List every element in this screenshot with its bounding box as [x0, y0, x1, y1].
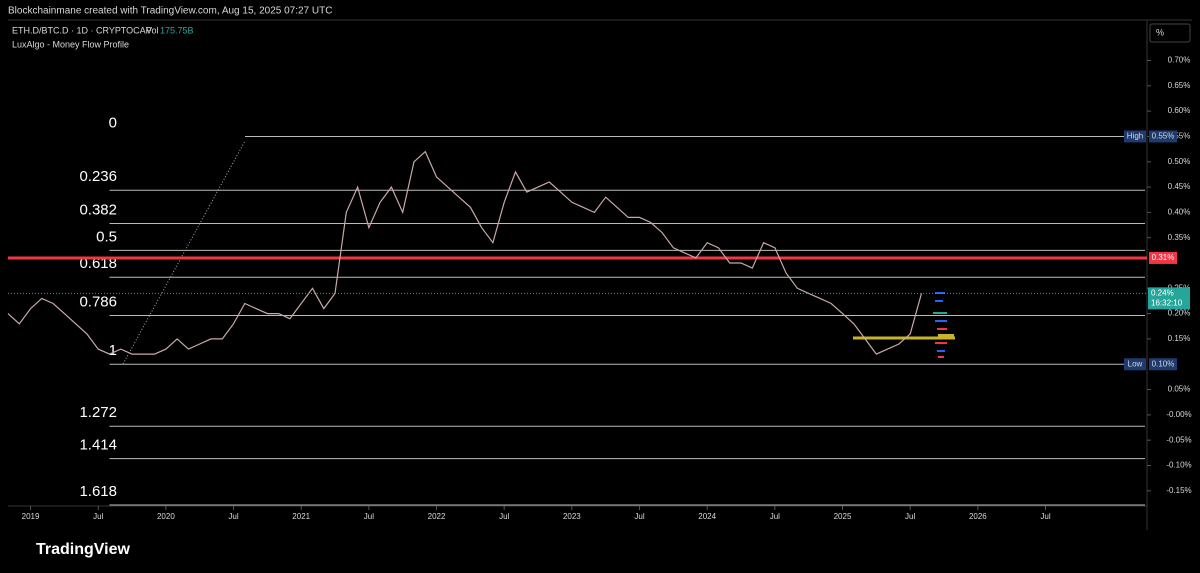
horizontal-line-tag: [1149, 251, 1177, 264]
symbol: ETH.D/BTC.D · 1D · CRYPTOCAP: [12, 25, 152, 35]
y-tick-label: 0.65%: [1168, 81, 1191, 90]
fib-label: 1: [109, 342, 117, 359]
x-tick-label: 2025: [834, 512, 852, 521]
last-price-tag: [1148, 287, 1190, 310]
y-tick-label: 0.35%: [1168, 233, 1191, 242]
y-tick-label: -0.15%: [1166, 486, 1191, 495]
x-tick-label: 2019: [22, 512, 40, 521]
y-tick-label: 0.55%: [1168, 132, 1191, 141]
fib-high-value: 0.55%: [1152, 132, 1175, 141]
fib-low-name: Low: [1128, 359, 1143, 368]
x-tick-label: 2023: [563, 512, 581, 521]
header: Blockchainmane created with TradingView.…: [8, 6, 332, 17]
y-tick-label: -0.10%: [1166, 461, 1191, 470]
unit-box[interactable]: [1149, 23, 1191, 43]
fib-label: 0.236: [79, 168, 117, 185]
volume: 175.75B: [160, 25, 194, 35]
x-tick-label: Jul: [1040, 512, 1050, 521]
y-tick-label: 0.50%: [1168, 157, 1191, 166]
y-tick-label: 0.60%: [1168, 106, 1191, 115]
fib-low-tag: [1124, 358, 1146, 371]
y-tick-label: 0.15%: [1168, 334, 1191, 343]
x-tick-label: 2021: [292, 512, 310, 521]
brand: TradingView: [36, 541, 131, 558]
fib-label: 0.786: [79, 293, 117, 310]
fib-label: 0.5: [96, 228, 117, 245]
fib-high-value-tag: [1149, 130, 1177, 143]
fib-high-tag: [1124, 130, 1146, 143]
fib-label: 0: [109, 114, 117, 131]
countdown: 16:32:10: [1151, 298, 1183, 307]
x-tick-label: Jul: [228, 512, 238, 521]
y-tick-label: -0.00%: [1166, 410, 1191, 419]
last-price-label: 0.24%: [1151, 288, 1174, 297]
x-tick-label: 2026: [969, 512, 987, 521]
x-tick-label: Jul: [364, 512, 374, 521]
volume-label: Vol: [146, 25, 159, 35]
fib-low-value-tag: [1149, 358, 1177, 371]
fib-high-name: High: [1127, 132, 1143, 141]
fib-label: 0.382: [79, 201, 117, 218]
y-tick-label: 0.45%: [1168, 182, 1191, 191]
price-line: [7, 150, 923, 355]
x-tick-label: 2024: [698, 512, 716, 521]
trend-line: [122, 140, 246, 365]
fib-label: 1.618: [79, 483, 117, 500]
x-tick-label: Jul: [770, 512, 780, 521]
money-flow-profile: [933, 292, 954, 358]
unit-label: %: [1156, 27, 1164, 37]
y-tick-label: 0.05%: [1168, 385, 1191, 394]
fib-label: 1.414: [79, 437, 117, 454]
indicator: LuxAlgo - Money Flow Profile: [12, 39, 129, 49]
x-tick-label: 2020: [157, 512, 175, 521]
x-tick-label: Jul: [634, 512, 644, 521]
x-tick-label: Jul: [499, 512, 509, 521]
fib-label: 1.272: [79, 404, 117, 421]
fib-label: 0.618: [79, 255, 117, 272]
x-tick-label: Jul: [905, 512, 915, 521]
horizontal-line-label: 0.31%: [1152, 253, 1175, 262]
y-tick-label: 0.70%: [1168, 56, 1191, 65]
x-tick-label: 2022: [428, 512, 446, 521]
y-tick-label: -0.05%: [1166, 435, 1191, 444]
x-tick-label: Jul: [93, 512, 103, 521]
y-tick-label: 0.20%: [1168, 309, 1191, 318]
fib-low-value: 0.10%: [1152, 359, 1175, 368]
y-tick-label: 0.40%: [1168, 207, 1191, 216]
